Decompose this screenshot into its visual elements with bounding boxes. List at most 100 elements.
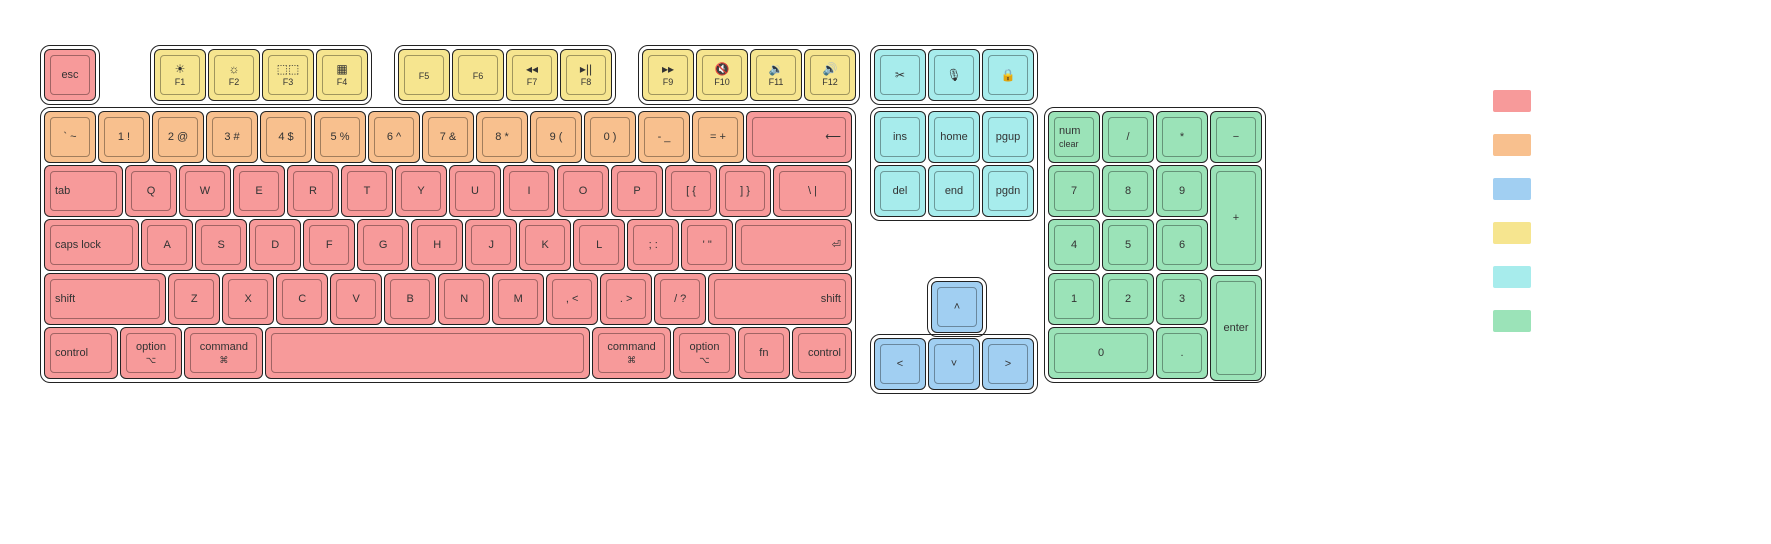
key-label: [ { — [686, 186, 696, 197]
key-G: G — [357, 219, 409, 271]
fn-key-F8: ▸||F8 — [560, 49, 612, 101]
key-icon: ▦ — [336, 63, 347, 75]
key-row: caps lockASDFGHJKL; :' "⏎ — [44, 219, 852, 271]
key-label: 6 — [1179, 240, 1185, 251]
key-label: / ? — [674, 294, 686, 305]
key-label: tab — [55, 186, 70, 197]
key-label: X — [245, 294, 252, 305]
num-key: 2 @ — [152, 111, 204, 163]
key-label: 1 — [1071, 294, 1077, 305]
extra-fn-group: ✂🎙🔒 — [870, 45, 1038, 105]
key-sublabel: F4 — [337, 78, 348, 87]
key-sublabel: ⌘ — [219, 356, 228, 365]
key-label: 4 $ — [278, 132, 293, 143]
num-key: - _ — [638, 111, 690, 163]
key-label: pgup — [996, 132, 1020, 143]
key-label: 5 % — [331, 132, 350, 143]
key-H: H — [411, 219, 463, 271]
numpad-2: 2 — [1102, 273, 1154, 325]
numpad-/: / — [1102, 111, 1154, 163]
key-caps lock: caps lock — [44, 219, 139, 271]
key-label: U — [471, 186, 479, 197]
key-command: command ⌘ — [592, 327, 671, 379]
nav-pgdn: pgdn — [982, 165, 1034, 217]
key-sublabel: ⌘ — [627, 356, 636, 365]
key-label: shift — [55, 294, 75, 305]
key-label: V — [353, 294, 360, 305]
key-V: V — [330, 273, 382, 325]
numpad-−: − — [1210, 111, 1262, 163]
key-F: F — [303, 219, 355, 271]
key-shift: shift — [708, 273, 852, 325]
key-label: ⏎ — [832, 240, 841, 251]
key-fn: fn — [738, 327, 790, 379]
numpad-enter: enter — [1210, 275, 1262, 381]
arrow-up-group: ˄ — [927, 277, 987, 337]
key-control: control — [792, 327, 852, 379]
key-label: / — [1126, 132, 1129, 143]
key-label: , < — [566, 294, 579, 305]
key-, <: , < — [546, 273, 598, 325]
key-label: option — [689, 342, 719, 353]
legend-swatch-orange — [1493, 134, 1531, 156]
fn-key-F4: ▦ F4 — [316, 49, 368, 101]
arrow-lrdown-group: ˂˅˃ — [870, 334, 1038, 394]
key-label: command — [200, 342, 248, 353]
fn-key-F6: F6 — [452, 49, 504, 101]
key-label: command — [607, 342, 655, 353]
key-label: control — [55, 348, 88, 359]
extra-fn-key-2: 🔒 — [982, 49, 1034, 101]
key-label: 8 * — [495, 132, 508, 143]
extra-fn-key-0: ✂ — [874, 49, 926, 101]
fn-key-F2: ☼F2 — [208, 49, 260, 101]
key-sublabel: F3 — [283, 78, 294, 87]
num-key: 4 $ — [260, 111, 312, 163]
key-label: M — [514, 294, 523, 305]
key-; :: ; : — [627, 219, 679, 271]
key-label: 9 — [1179, 186, 1185, 197]
key-label: control — [808, 348, 841, 359]
key-label: * — [1180, 132, 1184, 143]
key-label: A — [164, 240, 171, 251]
key-icon: ◂◂ — [526, 63, 538, 75]
arrow-right: ˃ — [982, 338, 1034, 390]
key-label: Y — [417, 186, 424, 197]
esc-key: esc — [44, 49, 96, 101]
key-icon: 🔉 — [769, 63, 784, 75]
nav-home: home — [928, 111, 980, 163]
key-row: shiftZXCVBNM, <. >/ ?shift — [44, 273, 852, 325]
key-sublabel: F6 — [473, 72, 484, 81]
key-label: = + — [710, 132, 726, 143]
key-sublabel: F7 — [527, 78, 538, 87]
key-label: B — [407, 294, 414, 305]
num-key: = + — [692, 111, 744, 163]
key-sublabel: F2 — [229, 78, 240, 87]
esc-group: esc — [40, 45, 100, 105]
key-I: I — [503, 165, 555, 217]
legend-swatch-green — [1493, 310, 1531, 332]
numpad-row: numclear/*− — [1048, 111, 1262, 163]
key-label: I — [527, 186, 530, 197]
legend-swatch-yellow — [1493, 222, 1531, 244]
key-label: K — [542, 240, 549, 251]
fn-key-F5: F5 — [398, 49, 450, 101]
key-label: G — [379, 240, 388, 251]
key-label: num — [1059, 126, 1080, 137]
legend-swatch-blue — [1493, 178, 1531, 200]
key-sublabel: F8 — [581, 78, 592, 87]
key-icon: ✂ — [895, 69, 905, 81]
key-icon: 🔊 — [823, 63, 838, 75]
key-sublabel: F9 — [663, 78, 674, 87]
key-label: S — [218, 240, 225, 251]
numpad-6: 6 — [1156, 219, 1208, 271]
key-label: ˄ — [954, 302, 960, 313]
key-[ {: [ { — [665, 165, 717, 217]
numpad-3: 3 — [1156, 273, 1208, 325]
key-label: ˅ — [951, 359, 957, 370]
key-label: D — [271, 240, 279, 251]
key-label: . — [1180, 348, 1183, 359]
key-label: end — [945, 186, 963, 197]
key-M: M — [492, 273, 544, 325]
key-label: 0 — [1098, 348, 1104, 359]
num-key: 0 ) — [584, 111, 636, 163]
